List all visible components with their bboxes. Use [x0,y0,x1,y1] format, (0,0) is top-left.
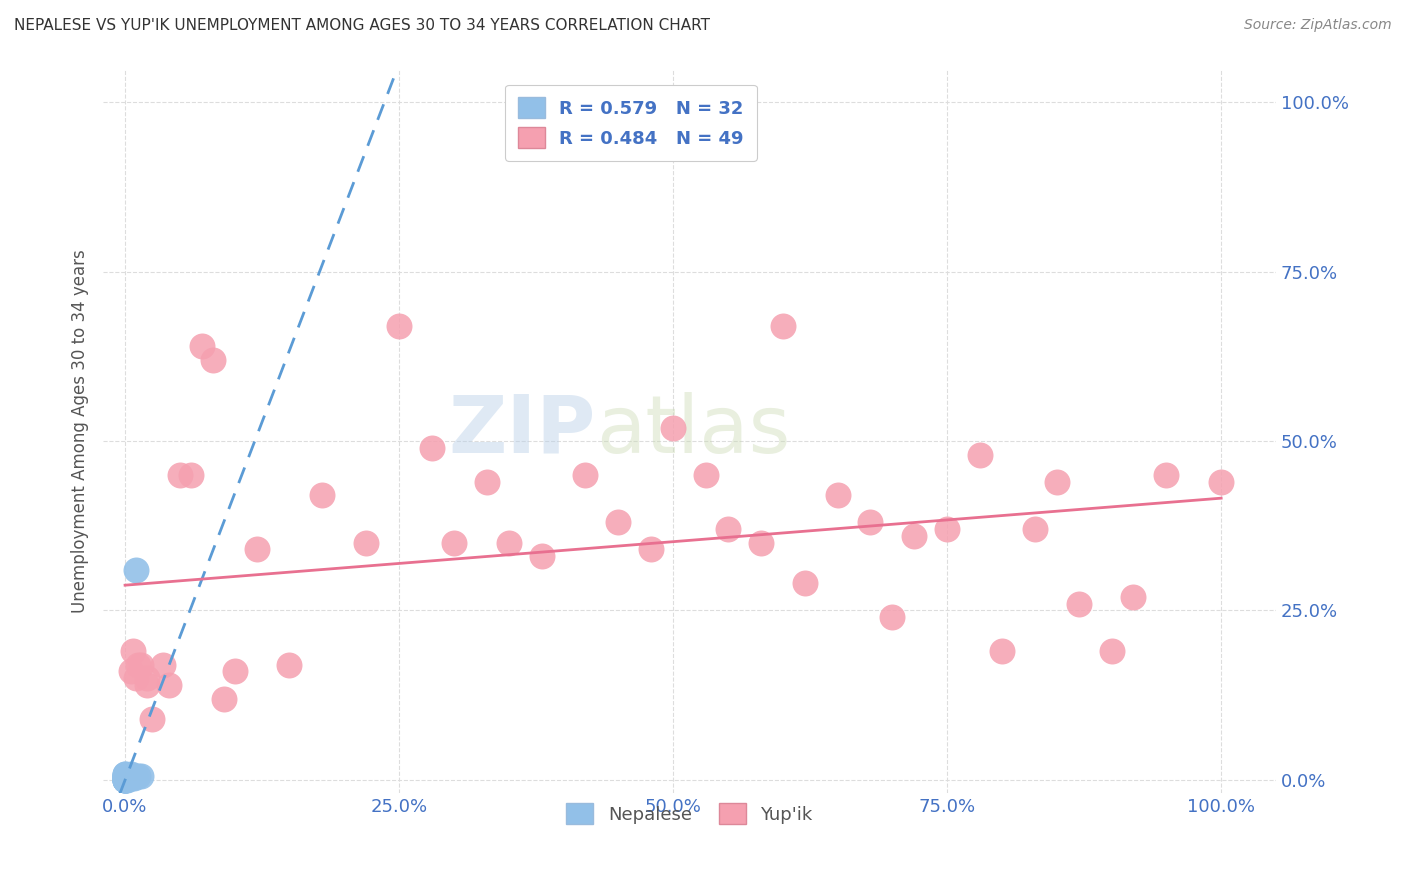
Text: Source: ZipAtlas.com: Source: ZipAtlas.com [1244,18,1392,32]
Point [114,772,136,787]
Point [114,772,136,786]
Point [1067,597,1090,611]
Point [118,769,141,783]
Point [695,467,717,482]
Point [772,318,794,333]
Point [117,771,139,785]
Point [114,769,136,783]
Point [131,769,153,783]
Point [443,535,465,549]
Point [224,665,246,679]
Point [120,770,142,784]
Point [117,771,139,785]
Point [201,352,224,367]
Point [388,318,411,333]
Point [121,769,143,783]
Point [530,549,553,564]
Point [121,644,143,658]
Point [120,772,142,786]
Point [1156,467,1178,482]
Point [157,678,180,692]
Point [903,529,925,543]
Point [127,657,149,672]
Point [114,769,136,783]
Point [498,535,520,549]
Point [212,691,235,706]
Point [749,535,772,549]
Point [420,441,443,455]
Point [121,770,143,784]
Point [640,542,662,557]
Point [114,772,136,786]
Point [354,535,377,549]
Point [131,657,153,672]
Point [125,563,148,577]
Point [793,576,815,591]
Point [607,516,630,530]
Point [475,475,498,489]
Point [114,772,136,787]
Point [1211,475,1233,489]
Point [717,522,740,536]
Point [827,488,849,502]
Point [662,420,685,434]
Point [936,522,959,536]
Point [114,768,136,782]
Point [136,671,159,685]
Point [191,339,214,353]
Point [1101,644,1123,658]
Point [114,770,136,784]
Point [122,771,145,785]
Point [1024,522,1046,536]
Point [969,448,991,462]
Point [278,657,301,672]
Text: atlas: atlas [596,392,790,470]
Point [859,516,882,530]
Point [120,767,142,781]
Point [152,657,174,672]
Point [114,772,136,787]
Point [124,769,146,783]
Point [136,678,159,692]
Point [882,610,904,624]
Point [311,488,333,502]
Point [114,772,136,787]
Point [169,467,191,482]
Point [1122,590,1144,604]
Point [991,644,1014,658]
Point [180,467,202,482]
Text: ZIP: ZIP [449,392,596,470]
Point [114,767,136,781]
Point [120,665,142,679]
Point [125,671,148,685]
Point [1046,475,1069,489]
Point [114,772,136,787]
Point [114,771,136,785]
Y-axis label: Unemployment Among Ages 30 to 34 years: Unemployment Among Ages 30 to 34 years [72,249,89,613]
Point [245,542,267,557]
Point [114,772,136,787]
Point [118,771,141,785]
Point [117,769,139,783]
Legend: Nepalese, Yup'ik: Nepalese, Yup'ik [555,792,824,835]
Text: NEPALESE VS YUP'IK UNEMPLOYMENT AMONG AGES 30 TO 34 YEARS CORRELATION CHART: NEPALESE VS YUP'IK UNEMPLOYMENT AMONG AG… [14,18,710,33]
Point [117,768,139,782]
Point [117,772,139,787]
Point [114,766,136,780]
Point [574,467,596,482]
Point [141,712,163,726]
Point [127,769,149,783]
